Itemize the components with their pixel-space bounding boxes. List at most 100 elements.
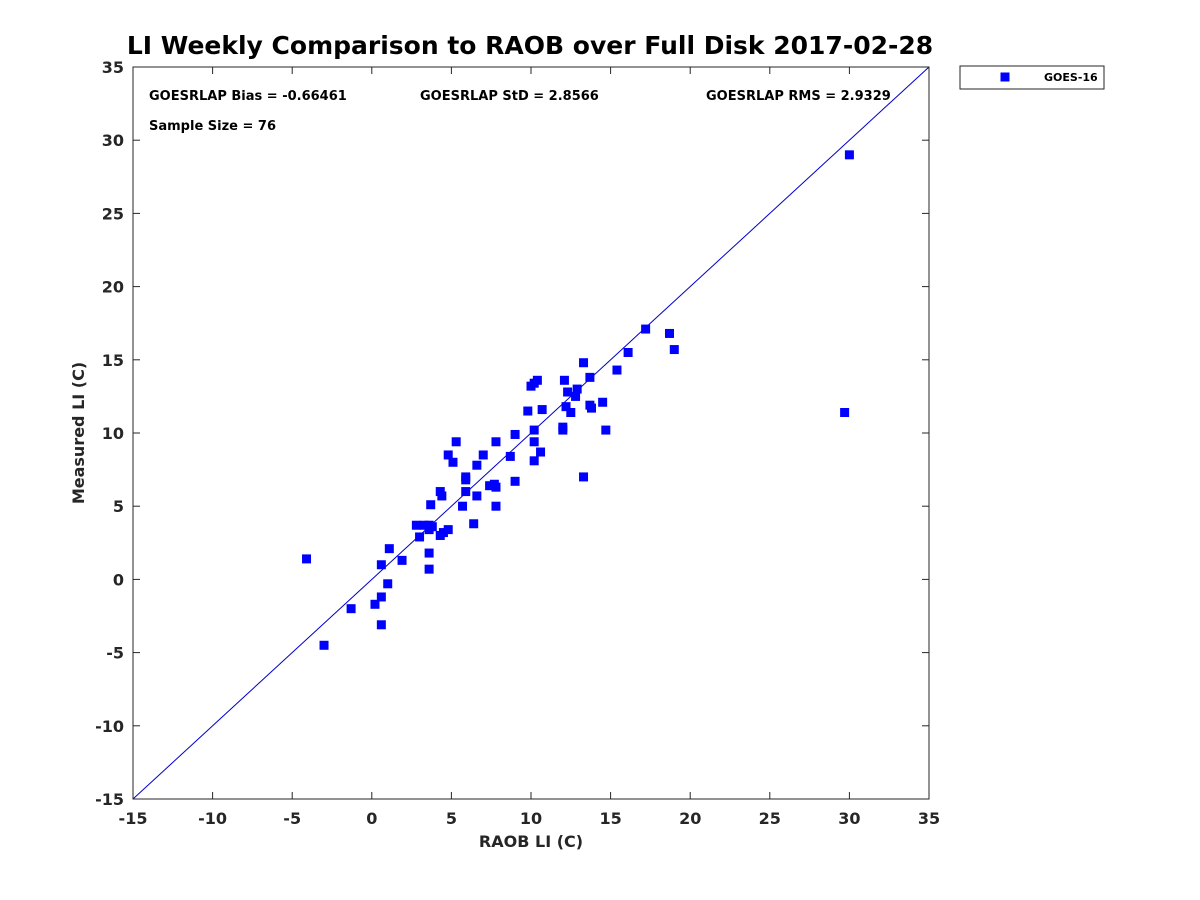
y-axis-ticks: -15 -10 -5 0 5 10 15 20 25 30 35 <box>95 58 929 809</box>
data-point <box>472 460 482 470</box>
chart-title: LI Weekly Comparison to RAOB over Full D… <box>127 31 933 60</box>
data-point <box>601 425 611 435</box>
data-point <box>510 476 520 486</box>
data-point <box>426 500 436 510</box>
x-tick-label: -10 <box>198 809 227 828</box>
data-point <box>844 150 854 160</box>
data-point <box>438 528 448 538</box>
data-point <box>346 604 356 614</box>
y-tick-label: 25 <box>102 204 124 223</box>
data-point <box>411 520 421 530</box>
x-axis-label: RAOB LI (C) <box>479 832 583 851</box>
sample-size-annotation: Sample Size = 76 <box>149 119 276 134</box>
legend-marker-goes-16 <box>1000 72 1010 82</box>
y-tick-label: -5 <box>106 644 124 663</box>
data-point <box>491 501 501 511</box>
bias-annotation: GOESRLAP Bias = -0.66461 <box>149 89 347 104</box>
data-point <box>537 405 547 415</box>
data-point <box>319 640 329 650</box>
y-tick-label: 10 <box>102 424 124 443</box>
data-point <box>384 544 394 554</box>
data-point <box>370 599 380 609</box>
x-tick-label: 30 <box>838 809 860 828</box>
y-tick-label: -10 <box>95 717 124 736</box>
data-point <box>532 375 542 385</box>
x-axis-ticks: -15 -10 -5 0 5 10 15 20 25 30 35 <box>119 67 940 828</box>
data-point <box>458 501 468 511</box>
data-point <box>491 482 501 492</box>
y-tick-label: 30 <box>102 131 124 150</box>
data-point <box>641 324 651 334</box>
data-point <box>451 437 461 447</box>
data-point <box>415 532 425 542</box>
data-point <box>529 437 539 447</box>
legend-box <box>959 65 1105 90</box>
y-tick-label: -15 <box>95 790 124 809</box>
data-point <box>443 525 453 535</box>
y-tick-label: 0 <box>113 570 124 589</box>
data-points-layer <box>302 150 854 650</box>
x-tick-label: 15 <box>599 809 621 828</box>
data-point <box>427 522 437 532</box>
data-point <box>586 403 596 413</box>
data-point <box>461 487 471 497</box>
legend-label-goes-16: GOES-16 <box>1044 71 1098 84</box>
y-tick-label: 20 <box>102 278 124 297</box>
data-point <box>424 548 434 558</box>
data-point <box>529 456 539 466</box>
rms-annotation: GOESRLAP RMS = 2.9329 <box>706 89 891 104</box>
data-point <box>376 620 386 630</box>
data-point <box>419 520 429 530</box>
data-point <box>376 560 386 570</box>
data-point <box>448 457 458 467</box>
data-point <box>669 345 679 355</box>
data-point <box>478 450 488 460</box>
y-tick-label: 35 <box>102 58 124 77</box>
legend: GOES-16 <box>959 65 1105 90</box>
data-point <box>437 491 447 501</box>
data-point <box>558 425 568 435</box>
std-annotation: GOESRLAP StD = 2.8566 <box>420 89 599 104</box>
x-tick-label: 20 <box>679 809 701 828</box>
data-point <box>665 328 675 338</box>
y-tick-label: 15 <box>102 351 124 370</box>
data-point <box>840 408 850 418</box>
x-tick-label: -5 <box>283 809 301 828</box>
y-tick-label: 5 <box>113 497 124 516</box>
x-tick-label: 25 <box>759 809 781 828</box>
x-tick-label: 5 <box>446 809 457 828</box>
x-tick-label: -15 <box>119 809 148 828</box>
data-point <box>472 491 482 501</box>
data-point <box>561 402 571 412</box>
data-point <box>566 408 576 418</box>
data-point <box>571 391 581 401</box>
x-tick-label: 10 <box>520 809 542 828</box>
data-point <box>461 472 471 482</box>
data-point <box>302 554 312 564</box>
data-point <box>424 564 434 574</box>
data-point <box>612 365 622 375</box>
data-point <box>397 555 407 565</box>
data-point <box>579 358 589 368</box>
data-point <box>376 592 386 602</box>
x-tick-label: 35 <box>918 809 940 828</box>
data-point <box>523 406 533 416</box>
data-point <box>491 437 501 447</box>
data-point <box>536 447 546 457</box>
data-point <box>529 425 539 435</box>
y-axis-label: Measured LI (C) <box>69 362 88 504</box>
data-point <box>585 372 595 382</box>
data-point <box>505 451 515 461</box>
data-point <box>579 472 589 482</box>
data-point <box>510 429 520 439</box>
data-point <box>383 579 393 589</box>
data-point <box>598 397 608 407</box>
x-tick-label: 0 <box>366 809 377 828</box>
data-point <box>623 347 633 357</box>
data-point <box>563 387 573 397</box>
data-point <box>559 375 569 385</box>
data-point <box>485 481 495 491</box>
data-point <box>572 384 582 394</box>
